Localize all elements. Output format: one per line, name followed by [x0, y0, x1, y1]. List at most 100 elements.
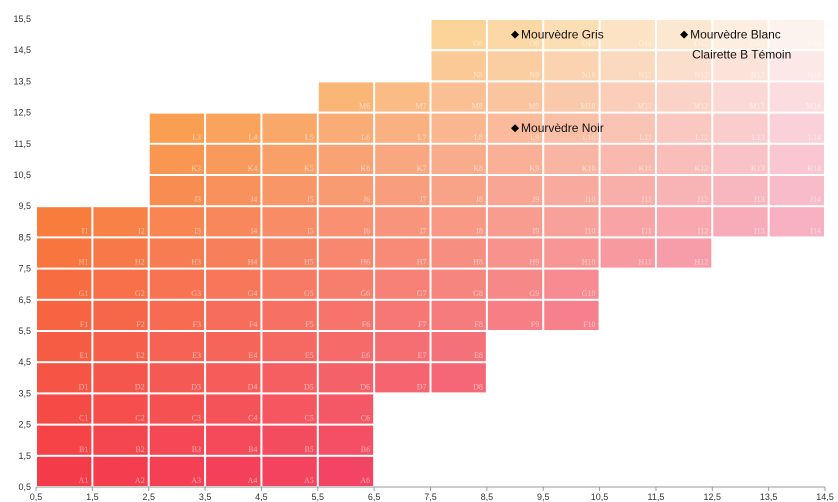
color-swatch	[318, 238, 374, 268]
color-swatch	[769, 113, 824, 143]
swatch-label: J8	[476, 195, 483, 204]
swatch-label: O13	[751, 39, 765, 48]
swatch-label: O8	[473, 39, 483, 48]
swatch-label: K9	[529, 164, 539, 173]
color-swatch	[262, 425, 317, 455]
swatch-label: H3	[191, 258, 201, 267]
color-swatch	[713, 176, 768, 206]
swatch-label: J3	[194, 195, 201, 204]
color-swatch	[713, 144, 768, 174]
color-swatch	[431, 82, 486, 112]
color-swatch	[149, 238, 205, 268]
swatch-label: F6	[362, 320, 370, 329]
color-swatch	[375, 238, 430, 268]
color-swatch	[713, 20, 768, 50]
color-swatch	[375, 269, 430, 299]
swatch-label: M8	[472, 102, 483, 111]
swatch-label: D1	[79, 382, 89, 391]
data-point-marker	[511, 124, 520, 133]
color-swatch	[600, 238, 655, 268]
x-tick-label: 10,5	[591, 492, 609, 502]
color-swatch	[318, 207, 374, 237]
swatch-label: L9	[530, 133, 539, 142]
color-swatch	[544, 207, 599, 237]
swatch-label: E8	[474, 351, 483, 360]
color-swatch	[544, 269, 599, 299]
swatch-label: G2	[135, 289, 145, 298]
swatch-label: I14	[810, 226, 821, 235]
color-swatch	[487, 176, 543, 206]
color-swatch	[713, 207, 768, 237]
color-swatch	[375, 176, 430, 206]
color-swatch	[431, 144, 486, 174]
color-swatch	[431, 332, 486, 362]
swatch-label: K3	[191, 164, 201, 173]
swatch-label: H2	[135, 258, 145, 267]
color-swatch	[487, 238, 543, 268]
color-swatch	[544, 82, 599, 112]
swatch-label: J13	[754, 195, 765, 204]
x-tick-label: 11,5	[647, 492, 664, 502]
y-tick-label: 0,5	[18, 482, 31, 492]
swatch-label: G8	[473, 289, 483, 298]
y-tick-label: 8,5	[18, 232, 31, 242]
color-swatch	[375, 113, 430, 143]
swatch-label: C2	[135, 414, 144, 423]
swatch-label: I8	[476, 226, 483, 235]
swatch-label: J9	[532, 195, 539, 204]
color-swatch	[431, 300, 486, 330]
color-swatch	[149, 394, 205, 424]
color-swatch	[37, 363, 92, 393]
swatch-label: F2	[136, 320, 144, 329]
color-swatch	[431, 207, 486, 237]
x-tick-label: 0,5	[30, 492, 43, 502]
color-swatch	[206, 332, 261, 362]
swatch-label: M14	[806, 102, 821, 111]
color-swatch	[206, 394, 261, 424]
swatch-label: B4	[248, 445, 257, 454]
color-swatch	[487, 207, 543, 237]
y-tick-label: 4,5	[18, 357, 31, 367]
y-tick-label: 11,5	[14, 139, 31, 149]
swatch-label: A4	[248, 476, 258, 485]
color-swatch	[318, 144, 374, 174]
y-tick-label: 14,5	[13, 45, 31, 55]
color-swatch	[93, 238, 148, 268]
color-swatch	[431, 363, 486, 393]
color-swatch	[375, 144, 430, 174]
swatch-label: K12	[695, 164, 709, 173]
swatch-label: D8	[473, 382, 483, 391]
swatch-label: N9	[529, 70, 539, 79]
swatch-label: I9	[533, 226, 540, 235]
swatch-label: L3	[192, 133, 201, 142]
swatch-label: E5	[305, 351, 314, 360]
swatch-label: L5	[305, 133, 314, 142]
color-swatch	[318, 82, 374, 112]
swatch-label: O12	[695, 39, 709, 48]
color-swatch	[656, 144, 712, 174]
swatch-label: N14	[807, 70, 821, 79]
color-swatch	[37, 207, 92, 237]
swatch-label: C1	[79, 414, 88, 423]
color-swatch	[93, 394, 148, 424]
swatch-label: G5	[304, 289, 314, 298]
swatch-label: M13	[750, 102, 765, 111]
swatch-label: H5	[304, 258, 314, 267]
color-swatch	[93, 207, 148, 237]
color-swatch	[656, 176, 712, 206]
swatch-label: M9	[528, 102, 539, 111]
swatch-label: F1	[80, 320, 88, 329]
swatch-label: F8	[474, 320, 482, 329]
color-swatch	[431, 176, 486, 206]
x-tick-label: 7,5	[424, 492, 437, 502]
color-swatch	[544, 144, 599, 174]
color-swatch	[656, 238, 712, 268]
color-swatch	[206, 113, 261, 143]
color-swatch	[656, 113, 712, 143]
color-swatch	[600, 144, 655, 174]
y-tick-label: 7,5	[18, 264, 31, 274]
swatch-label: J12	[697, 195, 708, 204]
color-swatch	[544, 238, 599, 268]
swatch-label: N13	[751, 70, 765, 79]
